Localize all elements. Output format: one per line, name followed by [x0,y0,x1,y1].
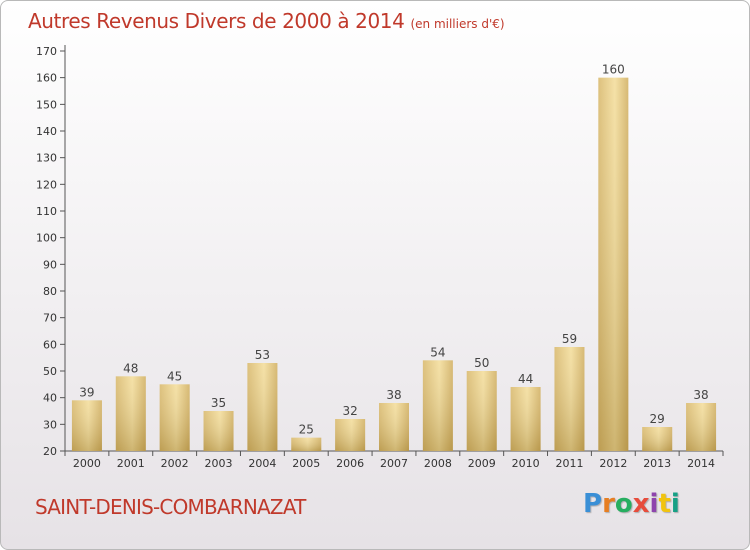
x-tick-label: 2003 [205,457,233,470]
bar-shade [422,360,453,451]
bar-value-label: 53 [255,348,270,362]
x-tick-label: 2000 [73,457,101,470]
y-tick-label: 60 [43,338,57,351]
x-tick-label: 2007 [380,457,408,470]
bar-value-label: 50 [474,356,489,370]
y-tick-label: 90 [43,258,57,271]
bar-value-label: 45 [167,369,182,383]
logo-letter: i [670,489,680,519]
logo-letter: t [658,489,671,519]
bar-shade [291,437,322,451]
bar-value-label: 59 [562,332,577,346]
bar-shade [203,411,234,451]
y-tick-label: 130 [36,152,57,165]
bar-value-label: 38 [386,388,401,402]
logo-letter: P [583,489,603,519]
x-tick-label: 2014 [687,457,715,470]
y-tick-label: 40 [43,392,57,405]
proxiti-logo: Proxiti [583,489,680,519]
logo-letter: x [632,489,650,519]
y-tick-label: 50 [43,365,57,378]
y-tick-label: 140 [36,125,57,138]
bar-shade [71,400,102,451]
bar-value-label: 25 [299,423,314,437]
chart-labels: 39 48 45 35 53 25 32 38 54 50 44 59 160 29 38 [79,63,708,437]
bar-value-label: 35 [211,396,226,410]
y-tick-label: 170 [36,45,57,58]
bar-shade [598,77,629,452]
x-tick-label: 2011 [555,457,583,470]
y-tick-label: 150 [36,98,57,111]
bar-shade [466,371,497,451]
x-tick-label: 2013 [643,457,671,470]
x-tick-label: 2010 [512,457,540,470]
y-tick-label: 120 [36,178,57,191]
x-tick-label: 2012 [599,457,627,470]
x-tick-label: 2004 [248,457,276,470]
title-text: Autres Revenus Divers de 2000 à 2014 [28,9,405,33]
logo-letter: r [602,489,615,519]
y-tick-label: 70 [43,312,57,325]
bar-shade [379,403,409,451]
y-tick-label: 80 [43,285,57,298]
bar-value-label: 44 [518,372,533,386]
x-tick-label: 2006 [336,457,364,470]
x-tick-label: 2002 [161,457,189,470]
bar-shade [642,427,673,451]
bar-value-label: 160 [602,63,625,77]
commune-name: SAINT-DENIS-COMBARNAZAT [35,495,306,519]
bar-shade [247,363,278,451]
x-tick-label: 2008 [424,457,452,470]
bar-shade [335,419,366,451]
bar-value-label: 29 [650,412,665,426]
x-tick-label: 2005 [292,457,320,470]
chart-axes: 20 30 40 50 60 70 80 90 100 110 120 130 140 150 160 170… [36,45,724,470]
y-tick-label: 160 [36,72,57,85]
bar-value-label: 48 [123,361,138,375]
logo-letter: i [649,489,659,519]
bar-value-label: 39 [79,385,94,399]
y-tick-label: 100 [36,232,57,245]
bar-shade [554,347,585,451]
y-tick-label: 110 [36,205,57,218]
bar-value-label: 54 [430,345,445,359]
bar-value-label: 32 [342,404,357,418]
x-tick-label: 2001 [117,457,145,470]
logo-letter: o [614,489,633,519]
y-tick-label: 20 [43,445,57,458]
bar-shade [510,387,541,451]
bar-shade [686,403,717,451]
bar-shade [115,376,146,451]
x-tick-label: 2009 [468,457,496,470]
unit-note: (en milliers d'€) [410,17,505,31]
chart-title: Autres Revenus Divers de 2000 à 2014 (en … [28,9,505,33]
chart-bars [71,77,717,452]
bar-shade [159,384,190,451]
y-tick-label: 30 [43,418,57,431]
bar-value-label: 38 [693,388,708,402]
